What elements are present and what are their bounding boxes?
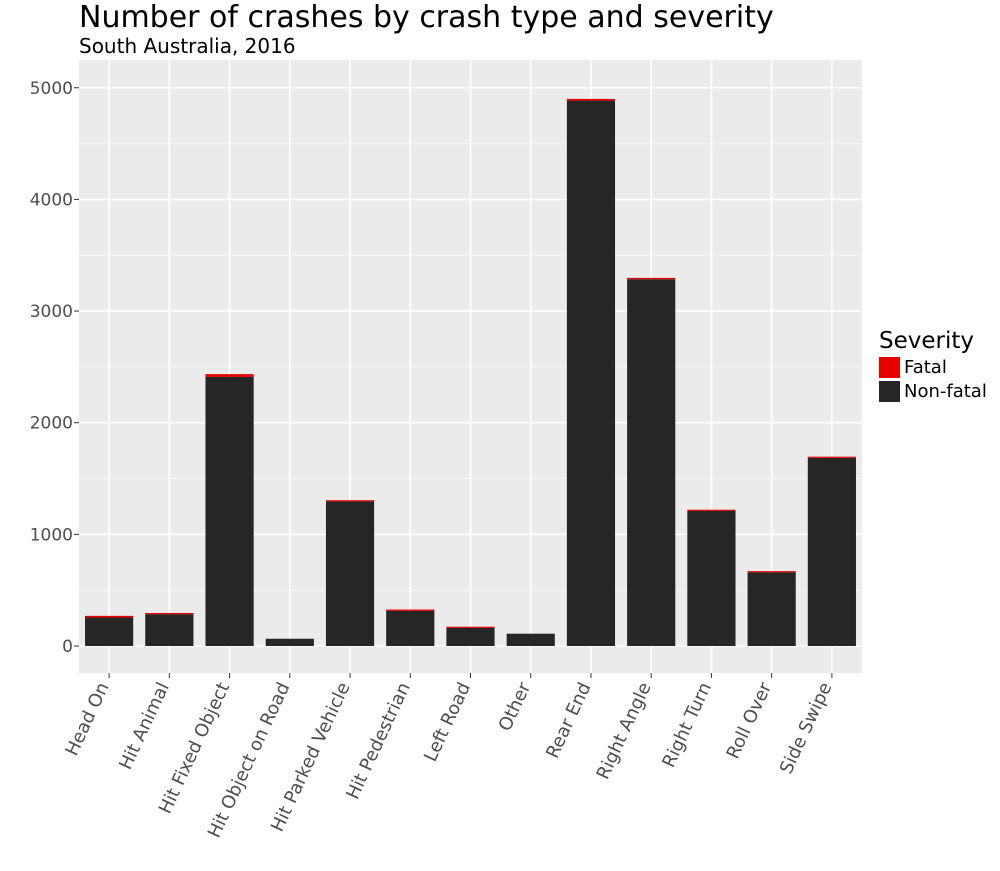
bar-fatal-right-angle bbox=[627, 277, 676, 280]
x-tick-label-other: Other bbox=[495, 679, 536, 735]
x-tick-label-left-road: Left Road bbox=[420, 679, 475, 765]
y-tick-label: 5000 bbox=[30, 79, 73, 99]
x-tick-label-right-angle: Right Angle bbox=[593, 679, 656, 782]
bar-non-fatal-roll-over bbox=[747, 572, 796, 646]
bar-fatal-hit-animal bbox=[145, 612, 194, 615]
x-tick-label-roll-over: Roll Over bbox=[723, 679, 777, 762]
legend-item-non-fatal: Non-fatal bbox=[879, 380, 987, 403]
legend-key-non-fatal bbox=[879, 381, 900, 402]
bar-fatal-hit-parked-vehicle bbox=[325, 500, 375, 502]
bar-fatal-rear-end bbox=[566, 98, 616, 101]
x-tick-label-hit-pedestrian: Hit Pedestrian bbox=[342, 679, 414, 802]
bar-fatal-right-turn bbox=[687, 509, 736, 511]
x-tick-label-head-on: Head On bbox=[61, 679, 113, 759]
bar-fatal-roll-over bbox=[747, 571, 796, 573]
x-tick-label-rear-end: Rear End bbox=[542, 679, 595, 761]
chart-title: Number of crashes by crash type and seve… bbox=[79, 0, 774, 35]
bar-non-fatal-right-angle bbox=[627, 279, 676, 646]
legend-key-fatal bbox=[879, 357, 900, 378]
chart-subtitle: South Australia, 2016 bbox=[79, 34, 296, 58]
bar-non-fatal-hit-fixed-object bbox=[205, 376, 254, 646]
bar-fatal-hit-pedestrian bbox=[386, 609, 435, 611]
bar-fatal-left-road bbox=[446, 626, 495, 628]
y-tick-label: 2000 bbox=[30, 414, 73, 434]
y-tick-label: 3000 bbox=[30, 302, 73, 322]
bar-non-fatal-left-road bbox=[446, 627, 495, 646]
bar-fatal-side-swipe bbox=[807, 456, 856, 458]
legend-item-fatal: Fatal bbox=[879, 356, 987, 379]
bar-non-fatal-other bbox=[506, 633, 555, 646]
bar-non-fatal-rear-end bbox=[566, 100, 616, 647]
y-tick-label: 4000 bbox=[30, 190, 73, 210]
y-tick-label: 1000 bbox=[30, 525, 73, 545]
bars bbox=[85, 98, 856, 647]
y-tick-label: 0 bbox=[62, 637, 73, 657]
legend-title: Severity bbox=[879, 328, 974, 354]
bar-fatal-hit-fixed-object bbox=[205, 374, 254, 377]
bar-non-fatal-hit-object-on-road bbox=[265, 638, 314, 646]
bar-fatal-head-on bbox=[85, 615, 134, 618]
x-tick-label-right-turn: Right Turn bbox=[658, 679, 716, 771]
legend-label-fatal: Fatal bbox=[904, 357, 947, 378]
bar-non-fatal-head-on bbox=[85, 617, 134, 646]
x-tick-label-side-swipe: Side Swipe bbox=[776, 679, 837, 777]
legend-label-non-fatal: Non-fatal bbox=[904, 381, 987, 402]
bar-non-fatal-hit-animal bbox=[145, 614, 194, 646]
bar-non-fatal-hit-pedestrian bbox=[386, 610, 435, 646]
bar-non-fatal-side-swipe bbox=[807, 457, 856, 646]
bar-non-fatal-hit-parked-vehicle bbox=[325, 501, 375, 646]
legend: Severity Fatal Non-fatal bbox=[879, 328, 987, 403]
x-tick-label-hit-animal: Hit Animal bbox=[115, 679, 174, 773]
y-axis: 0 1000 2000 3000 4000 5000 bbox=[30, 79, 79, 657]
bar-non-fatal-right-turn bbox=[687, 510, 736, 646]
